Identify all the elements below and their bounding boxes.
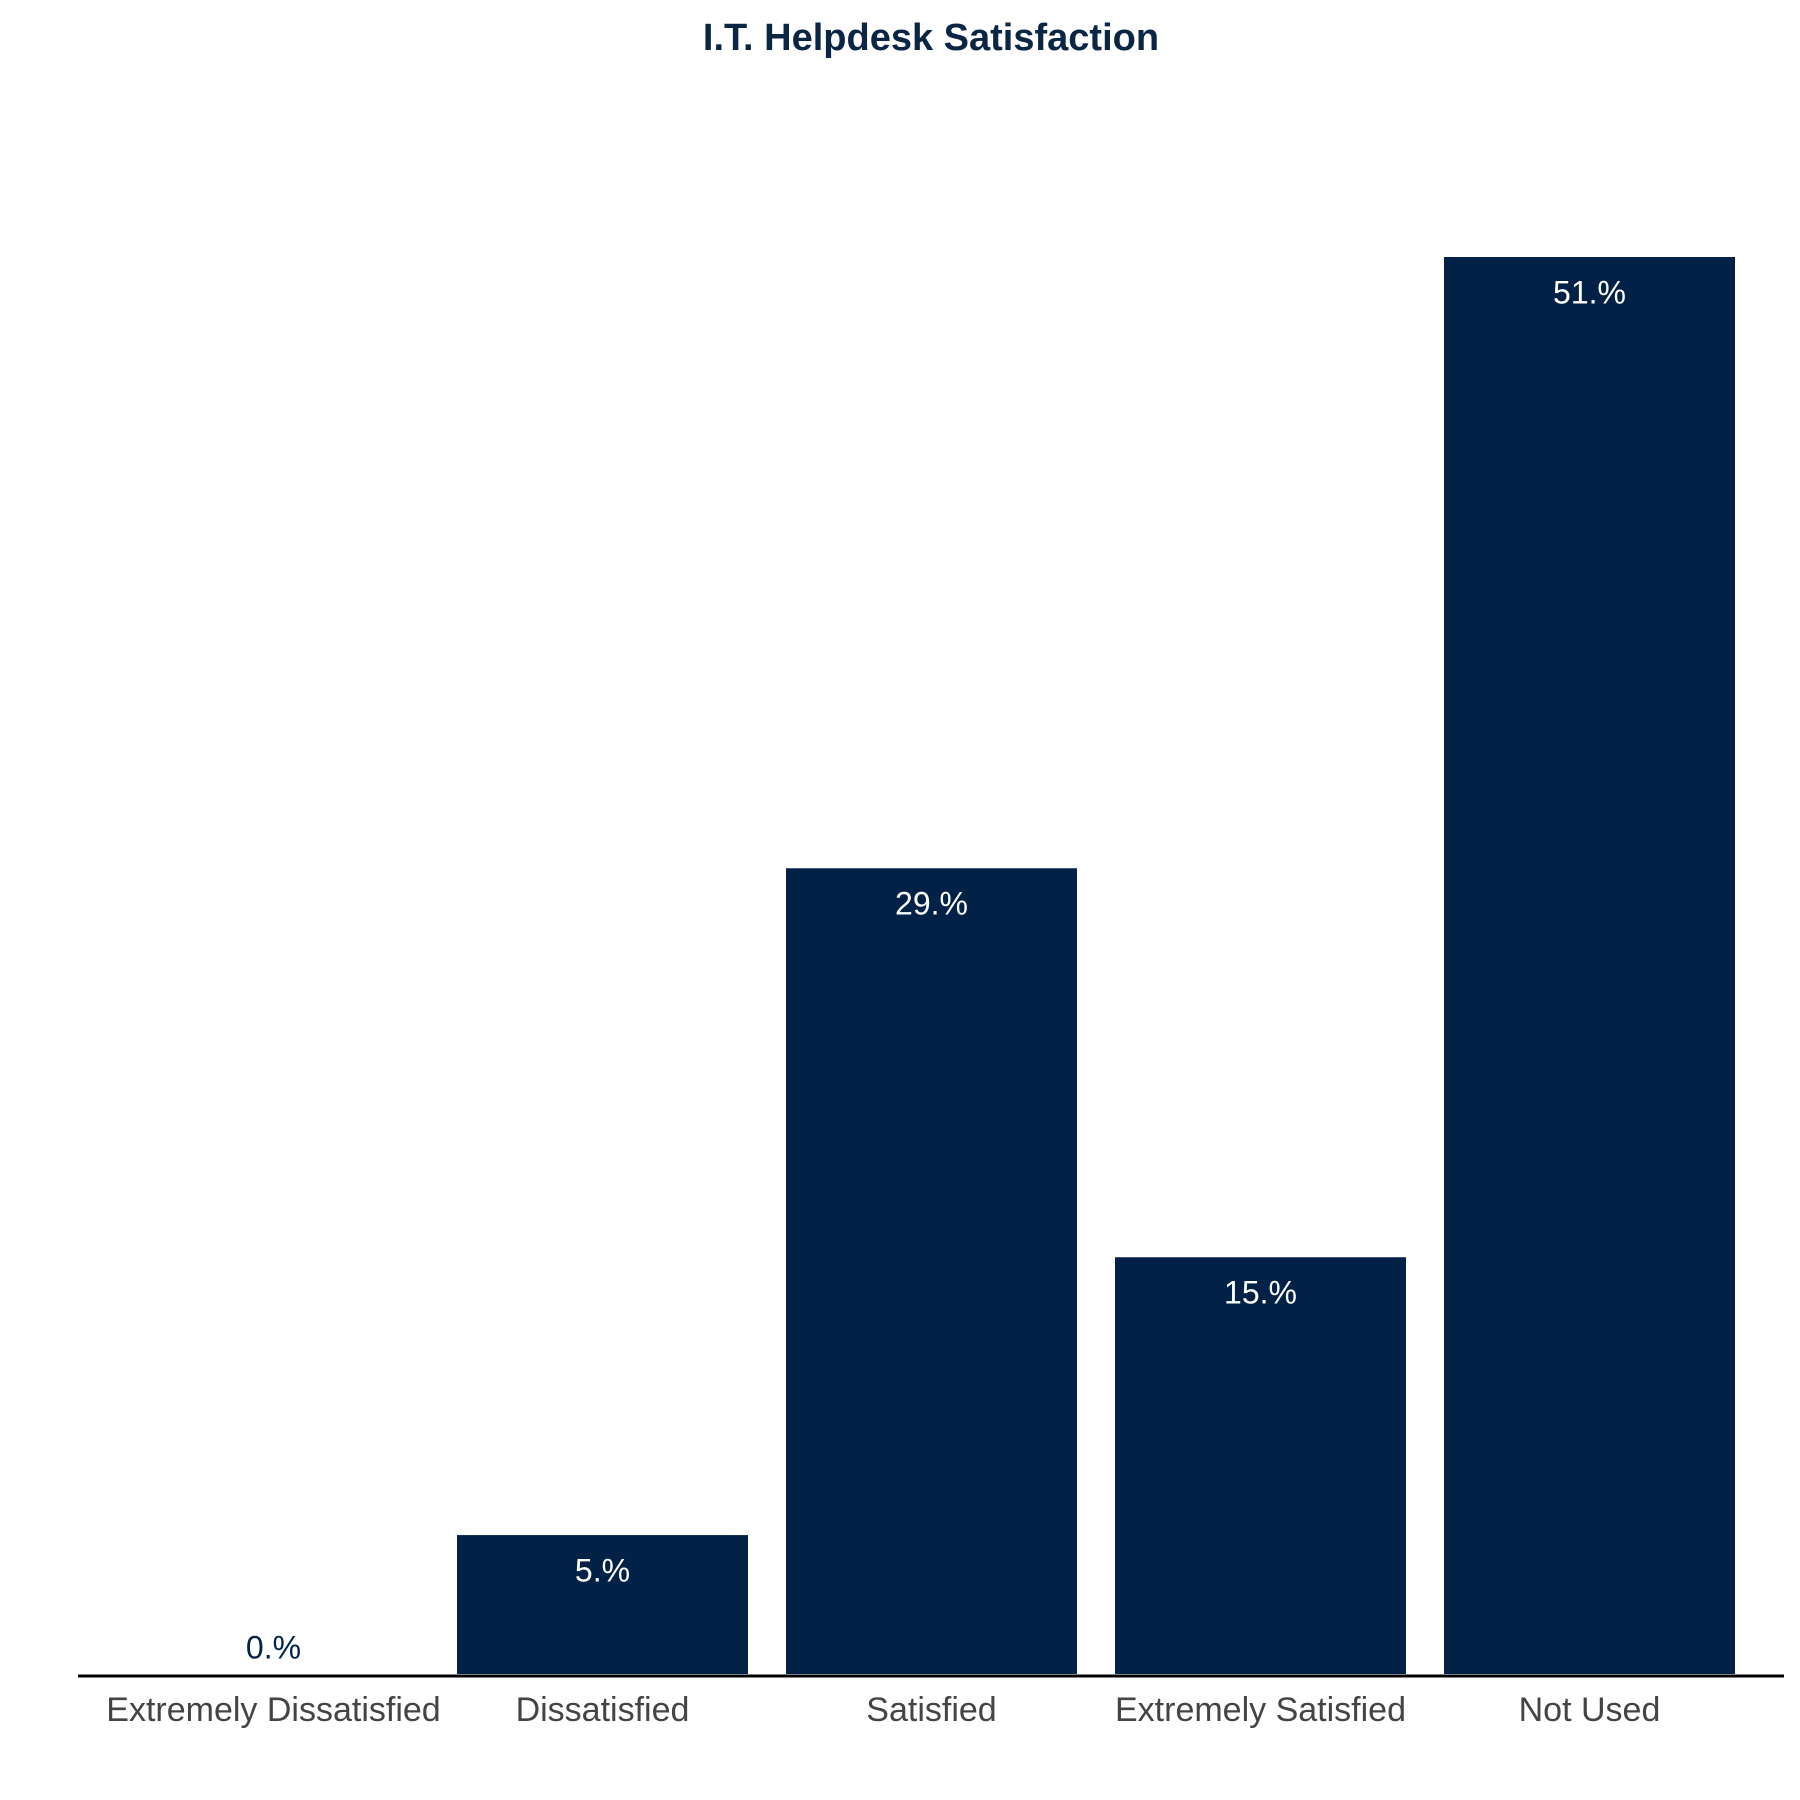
x-tick-label: Dissatisfied <box>516 1691 690 1729</box>
value-label: 0.% <box>246 1629 301 1665</box>
x-tick-label: Not Used <box>1519 1691 1661 1729</box>
value-label: 29.% <box>895 886 968 922</box>
bar <box>1115 1257 1406 1674</box>
bar <box>457 1535 748 1674</box>
x-tick-label: Extremely Satisfied <box>1115 1691 1406 1729</box>
chart-title: I.T. Helpdesk Satisfaction <box>703 17 1159 59</box>
bar <box>1444 257 1735 1674</box>
value-label: 15.% <box>1224 1275 1297 1311</box>
x-tick-label: Satisfied <box>866 1691 996 1729</box>
bar <box>786 868 1077 1674</box>
value-label: 5.% <box>575 1553 630 1589</box>
x-tick-label: Extremely Dissatisfied <box>106 1691 440 1729</box>
value-label: 51.% <box>1553 274 1626 310</box>
